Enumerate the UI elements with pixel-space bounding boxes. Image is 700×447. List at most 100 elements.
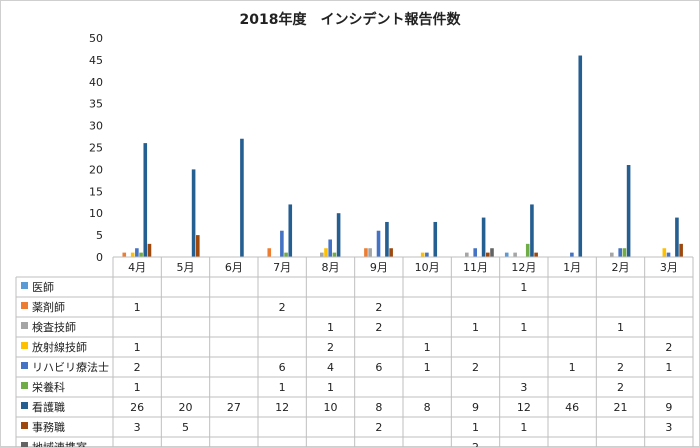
table-cell-value: 1: [134, 301, 141, 314]
bar: [147, 243, 152, 257]
category-label: 1月: [563, 261, 581, 274]
bar: [143, 143, 148, 257]
y-tick-label: 40: [89, 76, 103, 89]
bar: [490, 248, 494, 257]
legend-swatch: [21, 402, 28, 409]
bar: [191, 169, 196, 257]
table-cell-value: 3: [665, 421, 672, 434]
table-cell-value: 1: [520, 421, 527, 434]
table-cell-value: 2: [375, 301, 382, 314]
table-cell-value: 6: [375, 361, 382, 374]
y-tick-label: 25: [89, 142, 103, 155]
bar: [626, 165, 631, 257]
series-label: 栄養科: [32, 380, 65, 394]
table-cell-value: 2: [375, 321, 382, 334]
table-cell-value: 1: [569, 361, 576, 374]
table-cell-value: 1: [520, 321, 527, 334]
table-cell-value: 12: [275, 401, 289, 414]
bar: [610, 252, 614, 257]
category-label: 4月: [128, 261, 146, 274]
y-axis: 0 5 10 15 20 25 30 35 40 45 50: [89, 32, 103, 264]
bar: [324, 248, 328, 257]
table-cell-value: 1: [134, 381, 141, 394]
table-cell-value: 27: [227, 401, 241, 414]
legend-swatch: [21, 382, 28, 389]
category-label: 7月: [273, 261, 291, 274]
legend-swatch: [21, 442, 28, 447]
bar: [433, 221, 438, 257]
bar: [385, 221, 389, 257]
series-label: 事務職: [32, 420, 65, 434]
table-cell-value: 2: [617, 361, 624, 374]
series-label: 薬剤師: [32, 300, 65, 314]
y-tick-label: 35: [89, 98, 103, 111]
bar: [525, 243, 530, 257]
table-cell-value: 2: [327, 341, 334, 354]
bar: [578, 55, 583, 257]
bar: [465, 252, 469, 257]
bar: [425, 252, 429, 257]
table-cell-value: 4: [327, 361, 334, 374]
bar: [376, 230, 381, 257]
series-label: 検査技師: [32, 320, 76, 334]
bar: [675, 217, 679, 257]
bar: [420, 252, 425, 257]
category-label: 6月: [225, 261, 243, 274]
table-cell-value: 9: [665, 401, 672, 414]
table-cell-value: 8: [375, 401, 382, 414]
bar: [135, 248, 139, 257]
y-tick-label: 30: [89, 120, 103, 133]
legend-swatch: [21, 422, 28, 429]
series-label: 地域連携室: [32, 440, 87, 447]
table-cell-value: 26: [130, 401, 144, 414]
table-cell-value: 1: [424, 341, 431, 354]
bars: [122, 55, 683, 257]
table-cell-value: 6: [279, 361, 286, 374]
series-label: 放射線技師: [32, 340, 87, 354]
table-cell-value: 1: [617, 321, 624, 334]
bar: [662, 248, 667, 257]
y-tick-label: 50: [89, 32, 103, 45]
table-cell-value: 2: [472, 361, 479, 374]
legend-swatch: [21, 322, 28, 329]
table-cell-value: 10: [324, 401, 338, 414]
category-label: 3月: [660, 261, 678, 274]
table-cell-value: 2: [134, 361, 141, 374]
table-cell-value: 1: [665, 361, 672, 374]
category-label: 8月: [322, 261, 340, 274]
bar: [534, 252, 538, 257]
table-cell-value: 21: [614, 401, 628, 414]
bar: [368, 248, 372, 257]
bar: [504, 252, 509, 257]
table-cell-value: 1: [279, 381, 286, 394]
bar: [328, 239, 332, 257]
y-tick-label: 5: [96, 229, 103, 242]
legend-swatch: [21, 302, 28, 309]
category-label: 9月: [370, 261, 388, 274]
table-cell-value: 5: [182, 421, 189, 434]
legend-swatch: [21, 342, 28, 349]
table-cell-value: 1: [327, 321, 334, 334]
table-cell-value: 3: [520, 381, 527, 394]
bar: [570, 252, 574, 257]
table-cell-value: 1: [424, 361, 431, 374]
bar: [267, 248, 272, 257]
bar: [513, 252, 517, 257]
bar: [280, 230, 284, 257]
bar: [284, 252, 288, 257]
y-tick-label: 45: [89, 54, 103, 67]
legend-swatch: [21, 362, 28, 369]
table-cell-value: 8: [424, 401, 431, 414]
bar: [618, 248, 622, 257]
y-tick-label: 0: [96, 251, 103, 264]
category-label: 5月: [177, 261, 195, 274]
bar: [473, 248, 477, 257]
series-label: 看護職: [32, 400, 65, 414]
table-cell-value: 20: [179, 401, 193, 414]
table-cell-value: 9: [472, 401, 479, 414]
table-cell-value: 2: [617, 381, 624, 394]
table-cell-value: 1: [327, 381, 334, 394]
table-cell-value: 2: [665, 341, 672, 354]
